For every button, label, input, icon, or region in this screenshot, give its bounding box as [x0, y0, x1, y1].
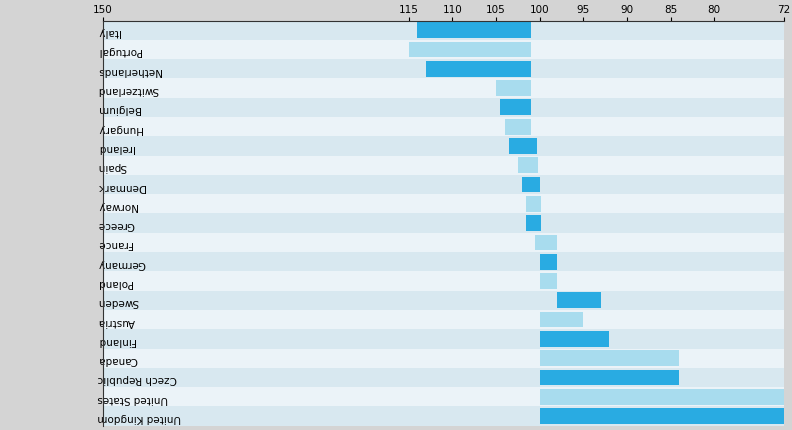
Bar — [417, 23, 531, 39]
Bar — [496, 81, 531, 97]
Bar — [103, 175, 784, 195]
Bar — [501, 100, 531, 116]
Bar — [522, 177, 539, 193]
Bar — [103, 118, 784, 137]
Bar — [103, 349, 784, 368]
Bar — [518, 158, 538, 174]
Bar — [527, 216, 541, 231]
Bar — [539, 408, 784, 424]
Bar — [103, 406, 784, 426]
Bar — [539, 331, 609, 347]
Bar — [103, 41, 784, 60]
Bar — [103, 98, 784, 118]
Bar — [103, 310, 784, 329]
Bar — [539, 389, 784, 405]
Bar — [103, 156, 784, 175]
Bar — [103, 214, 784, 233]
Bar — [426, 62, 531, 77]
Bar — [103, 329, 784, 349]
Bar — [103, 387, 784, 406]
Bar — [539, 350, 680, 366]
Bar — [103, 272, 784, 291]
Bar — [103, 252, 784, 272]
Bar — [103, 195, 784, 214]
Bar — [103, 22, 784, 41]
Bar — [539, 254, 557, 270]
Bar — [103, 79, 784, 98]
Bar — [539, 273, 557, 289]
Bar — [539, 370, 680, 385]
Bar — [103, 291, 784, 310]
Bar — [557, 293, 600, 308]
Bar — [103, 233, 784, 252]
Bar — [103, 137, 784, 156]
Bar — [409, 43, 531, 58]
Bar — [509, 139, 537, 154]
Bar — [505, 120, 531, 135]
Bar — [539, 312, 583, 328]
Bar — [527, 197, 541, 212]
Bar — [103, 60, 784, 79]
Bar — [103, 368, 784, 387]
Bar — [535, 235, 557, 251]
